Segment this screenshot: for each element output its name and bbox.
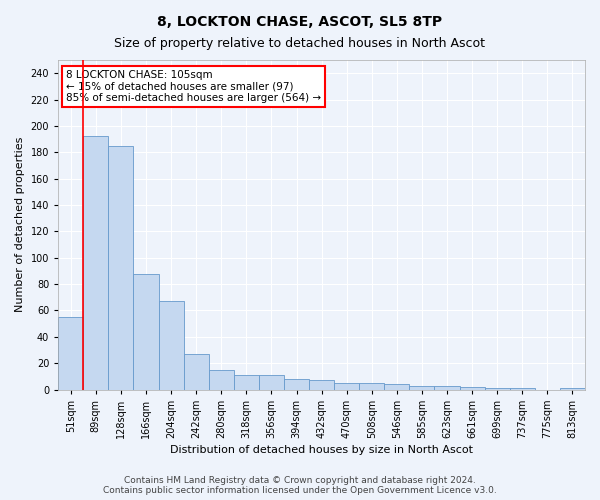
- Bar: [560, 388, 585, 390]
- Bar: [510, 388, 535, 390]
- Bar: [58, 317, 83, 390]
- Bar: [184, 354, 209, 390]
- Bar: [434, 386, 460, 390]
- Bar: [133, 274, 158, 390]
- Text: Size of property relative to detached houses in North Ascot: Size of property relative to detached ho…: [115, 38, 485, 51]
- Bar: [359, 383, 385, 390]
- Bar: [334, 383, 359, 390]
- Text: 8, LOCKTON CHASE, ASCOT, SL5 8TP: 8, LOCKTON CHASE, ASCOT, SL5 8TP: [157, 15, 443, 29]
- Bar: [385, 384, 409, 390]
- Bar: [284, 379, 309, 390]
- X-axis label: Distribution of detached houses by size in North Ascot: Distribution of detached houses by size …: [170, 445, 473, 455]
- Bar: [83, 136, 109, 390]
- Bar: [485, 388, 510, 390]
- Bar: [460, 387, 485, 390]
- Y-axis label: Number of detached properties: Number of detached properties: [15, 137, 25, 312]
- Bar: [234, 375, 259, 390]
- Text: 8 LOCKTON CHASE: 105sqm
← 15% of detached houses are smaller (97)
85% of semi-de: 8 LOCKTON CHASE: 105sqm ← 15% of detache…: [66, 70, 321, 103]
- Text: Contains HM Land Registry data © Crown copyright and database right 2024.: Contains HM Land Registry data © Crown c…: [124, 476, 476, 485]
- Bar: [409, 386, 434, 390]
- Bar: [309, 380, 334, 390]
- Text: Contains public sector information licensed under the Open Government Licence v3: Contains public sector information licen…: [103, 486, 497, 495]
- Bar: [259, 375, 284, 390]
- Bar: [209, 370, 234, 390]
- Bar: [158, 301, 184, 390]
- Bar: [109, 146, 133, 390]
